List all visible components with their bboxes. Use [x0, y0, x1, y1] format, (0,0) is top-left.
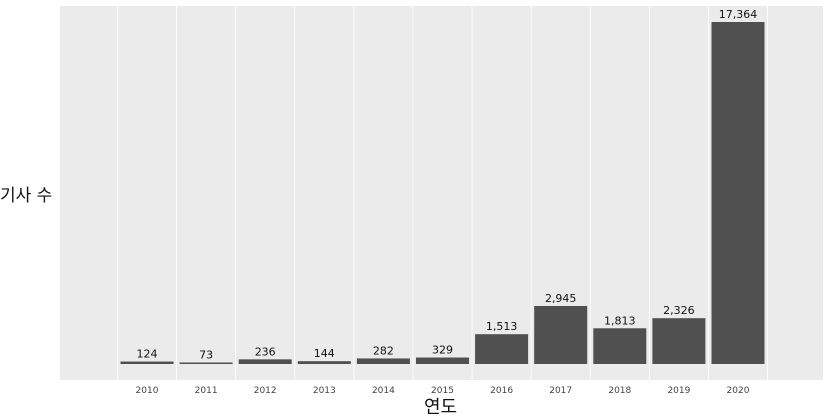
x-tick-2012: 2012: [254, 386, 277, 396]
data-label-2011: 73: [199, 349, 213, 362]
data-label-2014: 282: [373, 344, 394, 357]
x-axis-label: 연도: [424, 397, 458, 418]
x-tick-labels: 2010 2011 2012 2013 2014 2015 2016 2017 2018 2019…: [136, 386, 750, 396]
bar-2020: [711, 22, 765, 364]
bar-2017: [534, 305, 588, 364]
data-label-2010: 124: [137, 348, 158, 361]
bar-2011: [179, 362, 233, 364]
x-tick-2014: 2014: [372, 386, 395, 396]
bar-2018: [593, 328, 647, 364]
gridlines: [117, 6, 768, 380]
x-tick-2010: 2010: [136, 386, 159, 396]
plot-panel: [60, 6, 823, 380]
x-tick-2016: 2016: [490, 386, 513, 396]
data-label-2015: 329: [432, 344, 453, 357]
x-tick-2013: 2013: [313, 386, 336, 396]
bar-2019: [652, 318, 706, 364]
x-tick-2015: 2015: [431, 386, 454, 396]
bar-2014: [356, 358, 410, 364]
bar-2010: [120, 361, 174, 364]
data-label-2018: 1,813: [604, 314, 636, 327]
data-labels: 124 73 236 144 282 329 1,513 2,945 1,813 2,326 17,…: [137, 8, 758, 362]
x-tick-2020: 2020: [727, 386, 750, 396]
data-label-2017: 2,945: [545, 292, 577, 305]
x-tick-2018: 2018: [608, 386, 631, 396]
data-label-2020: 17,364: [719, 8, 758, 21]
data-label-2019: 2,326: [663, 304, 695, 317]
data-label-2016: 1,513: [486, 320, 518, 333]
x-tick-2011: 2011: [195, 386, 218, 396]
bar-2015: [416, 357, 469, 364]
x-tick-2017: 2017: [549, 386, 572, 396]
bar-2016: [475, 334, 529, 364]
y-axis-label: 기사 수: [0, 186, 53, 206]
bars: [120, 22, 765, 364]
bar-2013: [297, 361, 351, 364]
x-tick-2019: 2019: [667, 386, 690, 396]
data-label-2013: 144: [314, 347, 335, 360]
data-label-2012: 236: [255, 345, 276, 358]
bar-2012: [238, 359, 292, 364]
